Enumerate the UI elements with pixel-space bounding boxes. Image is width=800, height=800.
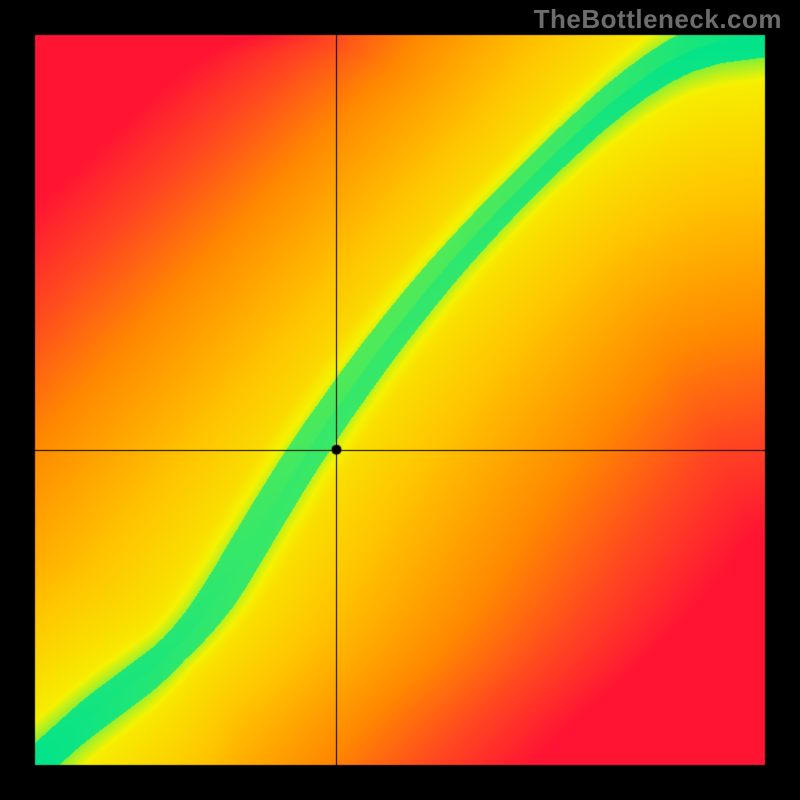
bottleneck-heatmap (0, 0, 800, 800)
chart-stage: TheBottleneck.com (0, 0, 800, 800)
watermark-text: TheBottleneck.com (534, 4, 782, 35)
